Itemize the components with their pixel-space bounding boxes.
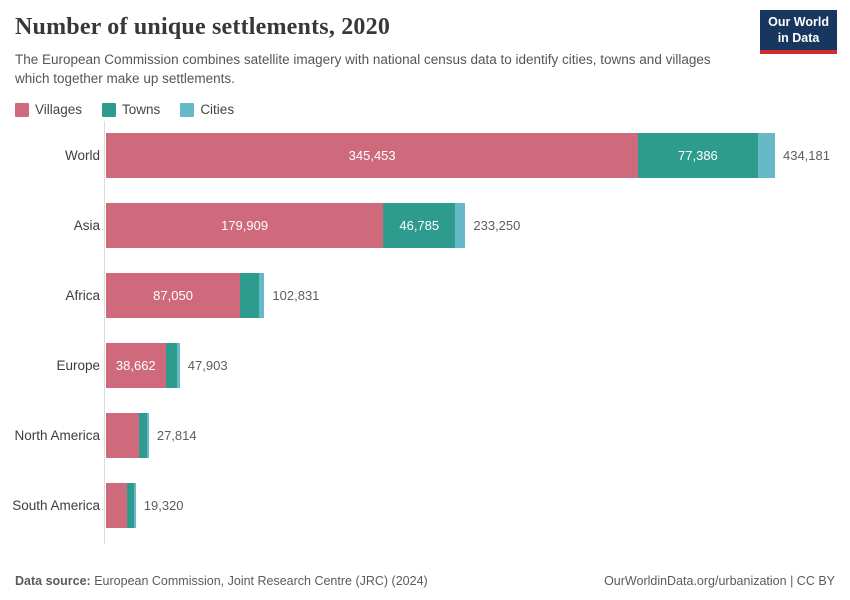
owid-logo-line2: in Data [777, 30, 820, 45]
bar-segment-cities[interactable] [176, 343, 180, 389]
segment-value-label: 46,785 [399, 218, 440, 234]
chart-subtitle: The European Commission combines satelli… [15, 52, 711, 87]
total-value-label: 27,814 [156, 428, 197, 444]
total-value-label: 19,320 [143, 498, 184, 514]
bar-segment-cities[interactable] [146, 413, 149, 459]
bar-segment-cities[interactable] [258, 273, 265, 319]
chart-rows: World 345,453 77,386 434,181 Asia 179,909 46,7… [0, 133, 850, 529]
segment-value-label: 179,909 [221, 218, 269, 234]
stacked-bar: 345,453 77,386 434,181 [106, 133, 830, 179]
stacked-bar: 87,050 102,831 [106, 273, 320, 319]
legend-item-villages: Villages [15, 102, 82, 117]
chart-row: South America 19,320 [0, 483, 850, 529]
total-value-label: 434,181 [782, 148, 830, 164]
owid-logo-line1: Our World [768, 15, 829, 29]
chart-area: World 345,453 77,386 434,181 Asia 179,909 46,7… [0, 121, 850, 545]
row-label: World [64, 148, 100, 164]
data-source: Data source: European Commission, Joint … [15, 574, 428, 588]
bar-segment-villages[interactable]: 345,453 [106, 133, 639, 179]
row-label: Asia [73, 218, 100, 234]
stacked-bar: 19,320 [106, 483, 184, 529]
legend-label: Villages [35, 102, 83, 118]
stacked-bar: 179,909 46,785 233,250 [106, 203, 521, 249]
total-value-label: 47,903 [187, 358, 228, 374]
segment-value-label: 77,386 [678, 148, 718, 164]
total-value-label: 233,250 [473, 218, 521, 234]
segment-value-label: 87,050 [153, 288, 193, 304]
chart-header: Number of unique settlements, 2020 The E… [0, 0, 850, 88]
bar-segment-towns[interactable] [139, 413, 147, 459]
chart-row: Africa 87,050 102,831 [0, 273, 850, 319]
chart-row: World 345,453 77,386 434,181 [0, 133, 850, 179]
owid-url-link[interactable]: OurWorldinData.org/urbanization [604, 574, 787, 588]
bar-segment-towns[interactable] [127, 483, 135, 529]
data-source-text: European Commission, Joint Research Cent… [94, 574, 428, 588]
chart-row: Asia 179,909 46,785 233,250 [0, 203, 850, 249]
chart-row: North America 27,814 [0, 413, 850, 459]
segment-value-label: 345,453 [348, 148, 396, 164]
chart-row: Europe 38,662 47,903 [0, 343, 850, 389]
legend-label: Towns [122, 102, 161, 118]
attribution: OurWorldinData.org/urbanization | CC BY [604, 574, 835, 588]
bar-segment-towns[interactable]: 77,386 [638, 133, 758, 179]
data-source-label: Data source: [15, 574, 91, 588]
row-label: North America [14, 428, 100, 444]
bar-segment-cities[interactable] [455, 203, 466, 249]
bar-segment-villages[interactable]: 38,662 [106, 343, 166, 389]
legend-swatch-icon [15, 102, 29, 117]
chart-footer: Data source: European Commission, Joint … [15, 574, 835, 588]
segment-value-label: 38,662 [115, 358, 156, 374]
stacked-bar: 27,814 [106, 413, 197, 459]
bar-segment-cities[interactable] [134, 483, 136, 529]
page-title: Number of unique settlements, 2020 [15, 14, 391, 40]
legend-label: Cities [200, 102, 235, 118]
bar-segment-towns[interactable] [165, 343, 177, 389]
stacked-bar: 38,662 47,903 [106, 343, 228, 389]
legend-item-cities: Cities [180, 102, 234, 117]
y-axis-line [104, 121, 105, 545]
bar-segment-towns[interactable]: 46,785 [383, 203, 456, 249]
legend-swatch-icon [180, 102, 195, 117]
row-label: Africa [65, 288, 100, 304]
bar-segment-villages[interactable] [106, 413, 140, 459]
row-label: South America [12, 498, 100, 514]
bar-segment-villages[interactable]: 87,050 [106, 273, 241, 319]
chart-legend: Villages Towns Cities [0, 88, 850, 117]
bar-segment-villages[interactable] [106, 483, 128, 529]
total-value-label: 102,831 [272, 288, 320, 304]
legend-item-towns: Towns [102, 102, 160, 117]
row-label: Europe [56, 358, 100, 374]
bar-segment-towns[interactable] [240, 273, 259, 319]
bar-segment-villages[interactable]: 179,909 [106, 203, 384, 249]
owid-logo[interactable]: Our World in Data [760, 10, 837, 55]
license-text: | CC BY [790, 574, 835, 588]
legend-swatch-icon [102, 102, 117, 117]
bar-segment-cities[interactable] [757, 133, 775, 179]
